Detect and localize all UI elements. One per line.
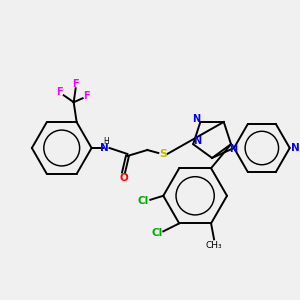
Text: N: N [193, 136, 201, 146]
Text: N: N [100, 143, 109, 153]
Text: F: F [72, 79, 79, 89]
Text: F: F [83, 91, 90, 101]
Text: Cl: Cl [152, 228, 163, 238]
Text: N: N [192, 114, 200, 124]
Text: N: N [291, 143, 300, 153]
Text: H: H [104, 137, 110, 146]
Text: O: O [119, 173, 128, 183]
Text: F: F [56, 87, 63, 97]
Text: N: N [229, 144, 237, 154]
Text: Cl: Cl [138, 196, 149, 206]
Text: S: S [159, 149, 167, 159]
Text: CH₃: CH₃ [206, 241, 222, 250]
